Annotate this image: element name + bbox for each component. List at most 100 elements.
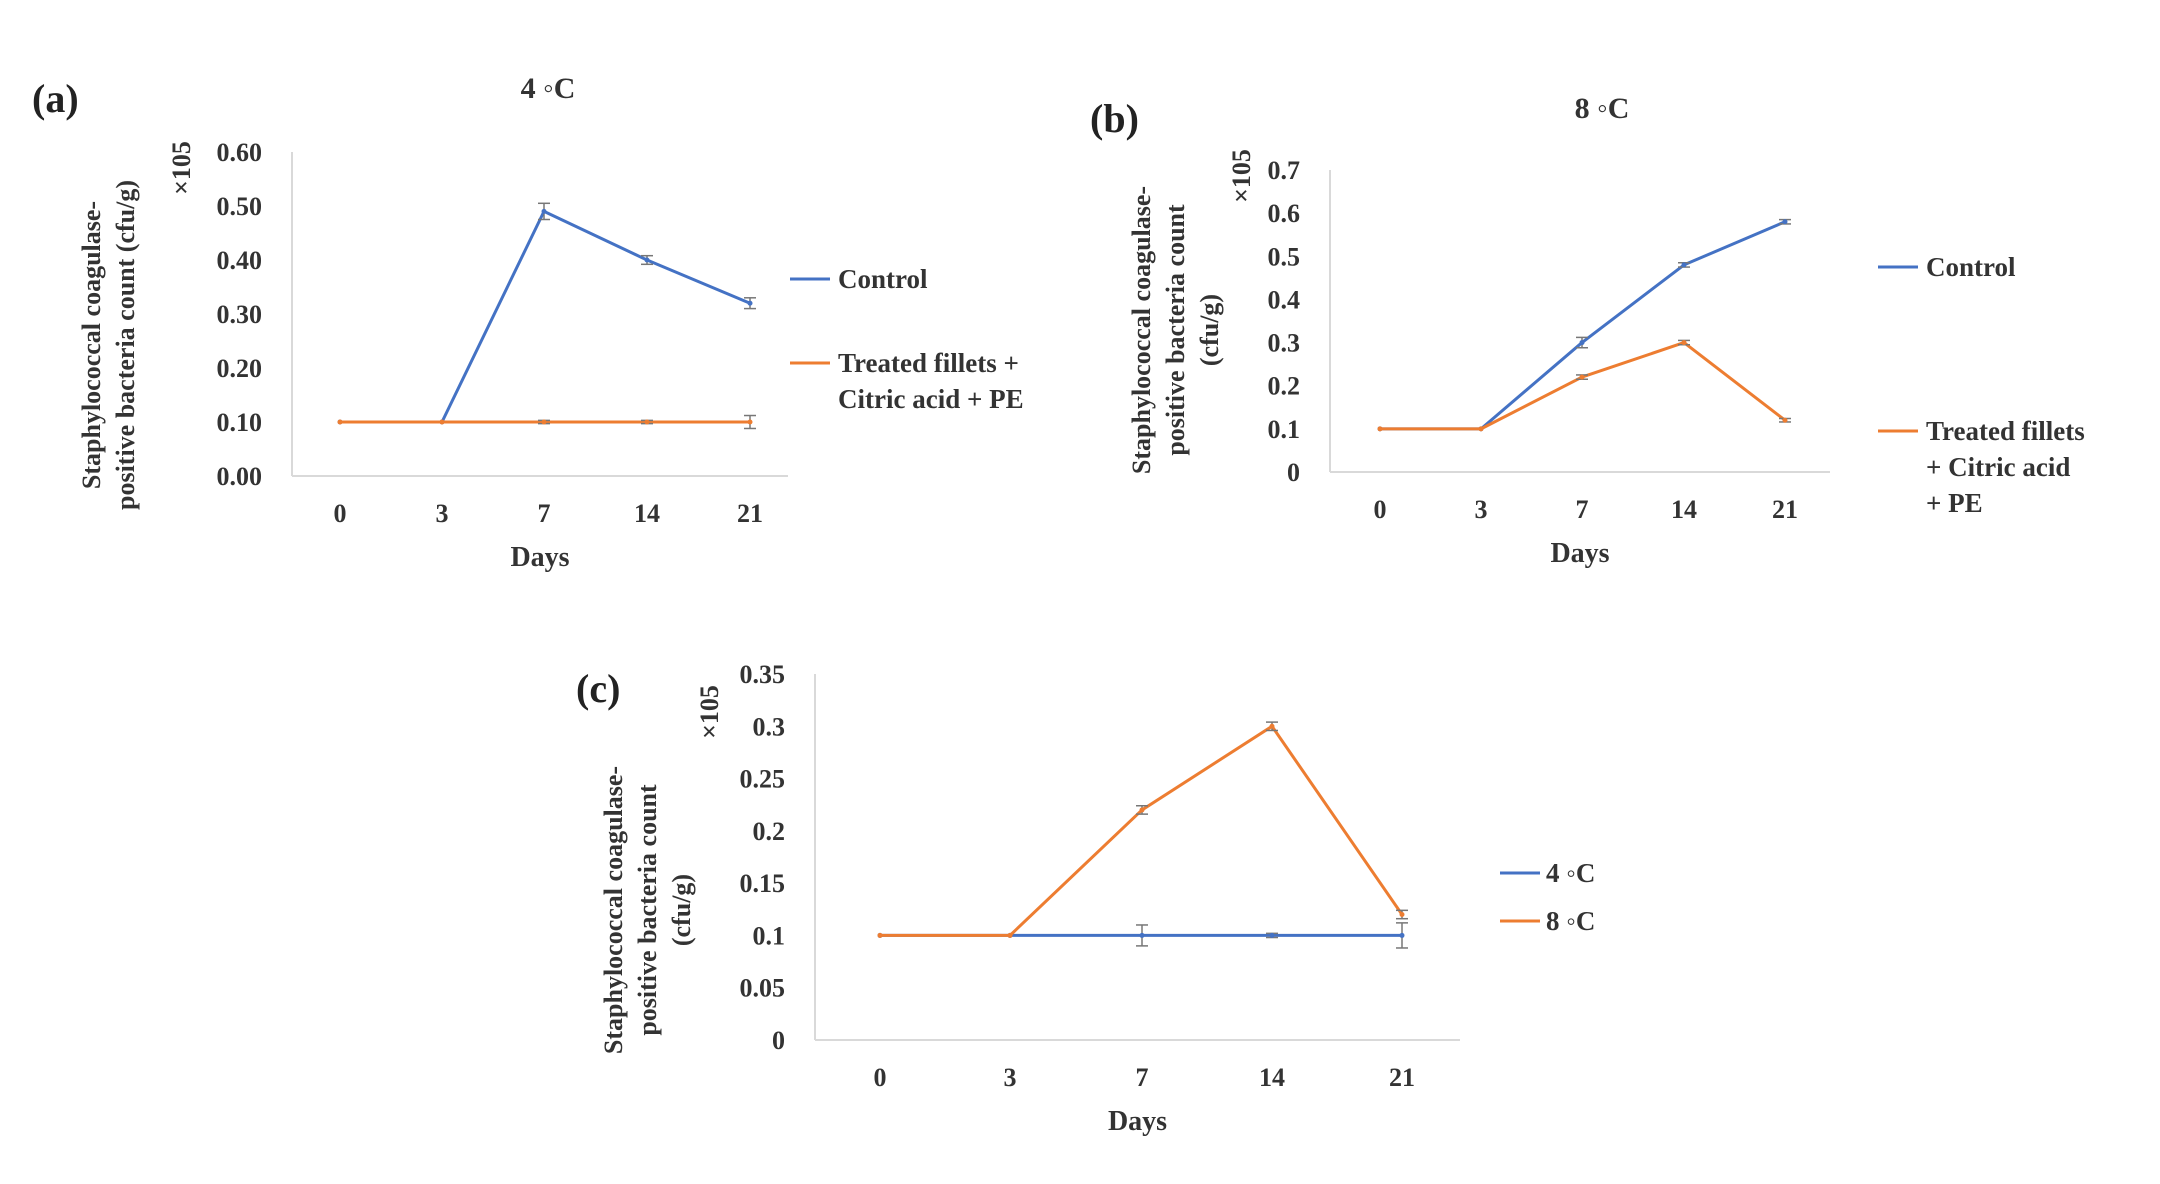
y-axis-title-line: (cfu/g) [1195, 294, 1224, 366]
x-tick-label: 21 [737, 499, 763, 528]
y-axis-title-line: (cfu/g) [667, 874, 696, 946]
data-point [1139, 807, 1145, 813]
data-point [1007, 932, 1013, 938]
legend-item: Treated fillets + Citric acid + PE [790, 348, 1024, 414]
y-tick-label: 0.00 [217, 462, 263, 491]
y-tick-label: 0.50 [217, 192, 263, 221]
x-tick-label: 3 [1475, 495, 1488, 524]
legend-label: Control [838, 264, 928, 294]
y-axis-multiplier: ×105 [695, 685, 724, 739]
x-axis-title: Days [1550, 538, 1609, 569]
series-1 [337, 414, 756, 430]
chart-panel-a: (a) 4 ◦C 0.00 0.10 0.20 0.30 0.40 0.50 0.60 0 3 7 14… [32, 72, 1024, 573]
data-point [439, 419, 445, 425]
y-axis-title-line: positive bacteria count [633, 784, 662, 1036]
x-tick-label: 0 [874, 1063, 887, 1092]
legend-label: Citric acid + PE [838, 384, 1024, 414]
y-tick-label: 0.10 [217, 408, 263, 437]
y-axis-title-line: positive bacteria count [1161, 204, 1190, 456]
series-line [340, 209, 751, 424]
data-point [541, 208, 547, 214]
y-axis-title-line: Staphylococcal coagulase- [1127, 186, 1156, 474]
data-point [1269, 932, 1275, 938]
data-point [1782, 417, 1788, 423]
data-point [1681, 262, 1687, 268]
y-tick-label: 0.25 [740, 765, 786, 794]
chart-title: 4 ◦C [521, 72, 576, 105]
chart-panel-b: (b) 8 ◦C 0 0.1 0.2 0.3 0.4 0.5 0.6 0.7 0 3 7 14 21 Days… [1090, 92, 2085, 569]
data-point [644, 419, 650, 425]
legend-item: 8 ◦C [1500, 906, 1595, 936]
series-line [1380, 341, 1786, 431]
data-point [747, 300, 753, 306]
y-tick-label: 0.40 [217, 246, 263, 275]
data-point [1269, 723, 1275, 729]
x-tick-label: 3 [436, 499, 449, 528]
data-point [1399, 932, 1405, 938]
data-point [541, 419, 547, 425]
y-tick-label: 0.15 [740, 869, 786, 898]
legend-label: + PE [1926, 488, 1983, 518]
y-tick-label: 0.1 [1268, 415, 1301, 444]
series-line [880, 724, 1404, 937]
data-point [1579, 374, 1585, 380]
y-tick-label: 0.20 [217, 354, 263, 383]
x-axis-title: Days [510, 542, 569, 573]
x-tick-label: 21 [1772, 495, 1798, 524]
y-tick-label: 0.5 [1268, 242, 1301, 271]
x-tick-label: 0 [334, 499, 347, 528]
y-tick-label: 0.35 [740, 660, 786, 689]
y-axis-title-line: positive bacteria count (cfu/g) [111, 180, 140, 510]
series-1 [877, 721, 1408, 938]
x-tick-label: 14 [1259, 1063, 1285, 1092]
chart-title: 8 ◦C [1575, 92, 1630, 125]
y-axis-multiplier: ×105 [1227, 149, 1256, 203]
panel-label: (b) [1090, 96, 1139, 141]
panel-label: (a) [32, 76, 79, 121]
y-axis-title-line: Staphylococcal coagulase- [599, 766, 628, 1054]
legend-label: + Citric acid [1926, 452, 2070, 482]
y-tick-label: 0 [1287, 458, 1300, 487]
series-0 [337, 202, 756, 425]
legend-label: Treated fillets + [838, 348, 1019, 378]
y-tick-label: 0.2 [753, 817, 786, 846]
x-tick-label: 3 [1004, 1063, 1017, 1092]
y-tick-label: 0.4 [1268, 285, 1301, 314]
y-tick-label: 0.05 [740, 974, 786, 1003]
y-tick-label: 0.7 [1268, 156, 1301, 185]
legend-label: Treated fillets [1926, 416, 2085, 446]
x-tick-label: 7 [538, 499, 551, 528]
data-point [1681, 340, 1687, 346]
legend-label: Control [1926, 252, 2016, 282]
data-point [337, 419, 343, 425]
y-tick-label: 0.1 [753, 921, 786, 950]
series-1 [1377, 339, 1791, 432]
data-point [1139, 932, 1145, 938]
y-tick-label: 0.60 [217, 138, 263, 167]
legend-item: 4 ◦C [1500, 858, 1595, 888]
y-tick-label: 0.30 [217, 300, 263, 329]
y-tick-label: 0.6 [1268, 199, 1301, 228]
y-tick-label: 0.2 [1268, 372, 1301, 401]
data-point [877, 932, 883, 938]
x-tick-label: 14 [634, 499, 660, 528]
x-tick-label: 7 [1576, 495, 1589, 524]
series-line [1380, 220, 1786, 431]
x-tick-label: 21 [1389, 1063, 1415, 1092]
legend-item: Control [790, 264, 928, 294]
data-point [1399, 912, 1405, 918]
y-tick-label: 0 [772, 1026, 785, 1055]
data-point [747, 419, 753, 425]
y-axis-multiplier: ×105 [167, 141, 196, 195]
data-point [1478, 426, 1484, 432]
data-point [644, 257, 650, 263]
legend-label: 4 ◦C [1546, 858, 1595, 888]
chart-panel-c: (c) 0 0.05 0.1 0.15 0.2 0.25 0.3 0.35 0 3 7 14 21 Days… [576, 660, 1595, 1137]
x-tick-label: 0 [1374, 495, 1387, 524]
y-tick-label: 0.3 [753, 712, 786, 741]
legend-item: Treated fillets + Citric acid + PE [1878, 416, 2085, 518]
series-0 [1377, 218, 1791, 432]
x-tick-label: 7 [1136, 1063, 1149, 1092]
data-point [1377, 426, 1383, 432]
